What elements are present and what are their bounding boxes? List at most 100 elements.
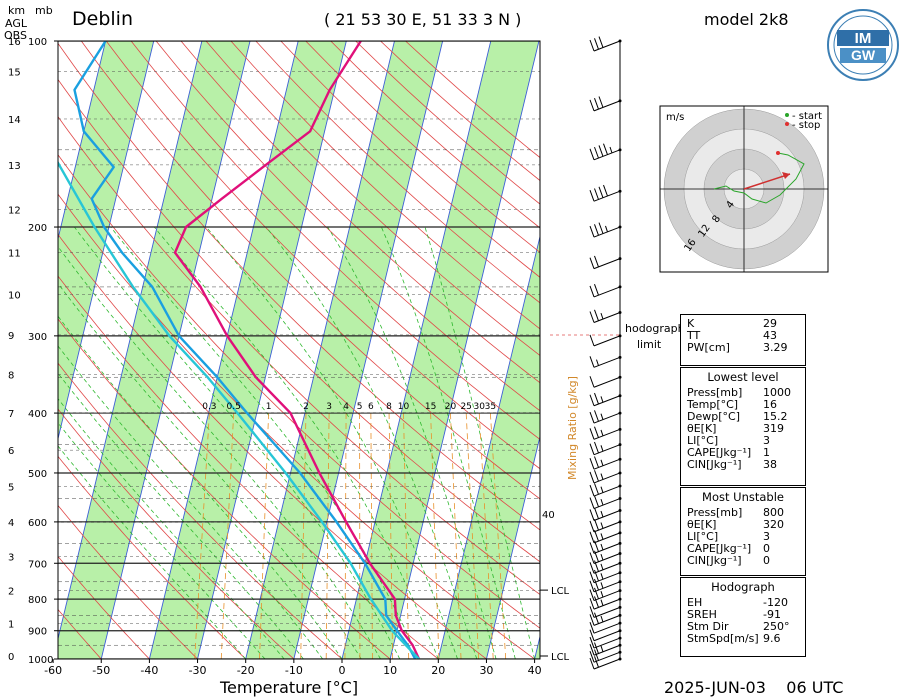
hodograph-index-value: -120 xyxy=(763,596,788,609)
wind-barb xyxy=(589,540,621,554)
mixing-ratio-label: 30 xyxy=(473,402,485,412)
wind-barb xyxy=(589,507,621,521)
wind-barb xyxy=(589,96,621,112)
temperature-tick-label: 0 xyxy=(339,664,346,677)
height-tick-label: 15 xyxy=(8,68,21,79)
height-tick-label: 10 xyxy=(8,290,21,301)
mixing-ratio-line xyxy=(465,413,480,659)
wind-barb xyxy=(589,649,621,663)
dry-adiabat xyxy=(80,41,540,500)
mixing-ratio-line xyxy=(259,413,270,659)
mixing-ratio-line xyxy=(478,413,494,659)
most-unstable-value: 320 xyxy=(763,518,784,531)
wind-barb xyxy=(589,587,621,602)
mixing-ratio-label: 0.3 xyxy=(202,402,216,412)
lcl-label: LCL xyxy=(551,586,570,597)
wind-barb xyxy=(589,656,621,670)
wind-barb xyxy=(589,222,621,238)
temperature-tick-label: 40 xyxy=(528,664,542,677)
pressure-tick-label: 100 xyxy=(28,37,47,48)
hodograph-index-row: StmSpd[m/s] 9.6 xyxy=(681,633,805,645)
wind-barb xyxy=(589,456,621,470)
wind-barb xyxy=(589,569,621,584)
mixing-ratio-line xyxy=(325,413,330,659)
dry-adiabat xyxy=(58,504,198,659)
mixing-ratio-label: 35 xyxy=(485,402,496,412)
mixing-ratio-line xyxy=(388,413,394,659)
moist-adiabat xyxy=(74,226,401,659)
hodograph-ring-label: 4 xyxy=(724,199,737,211)
wind-barb xyxy=(589,612,621,626)
valid-date: 2025-JUN-03 xyxy=(664,678,766,697)
mixing-ratio-line xyxy=(300,413,307,659)
station-title: Deblin xyxy=(72,8,133,30)
most-unstable-value: 3 xyxy=(763,530,770,543)
wind-barb xyxy=(589,184,621,202)
hodograph-index-value: 250° xyxy=(763,620,790,633)
mixing-ratio-label: 3 xyxy=(326,402,332,412)
temperature-tick-label: 20 xyxy=(431,664,445,677)
hodograph-stop-dot xyxy=(785,122,789,126)
most-unstable-key: θE[K] xyxy=(687,518,717,531)
mixing-ratio-line xyxy=(370,413,373,659)
isotherm xyxy=(197,41,347,659)
hodograph-index-key: SREH xyxy=(687,608,717,621)
dry-adiabat xyxy=(58,608,102,659)
hodograph-limit-label: limit xyxy=(637,338,662,351)
mixing-ratio-label: 4 xyxy=(343,402,349,412)
height-tick-label: 11 xyxy=(8,248,21,259)
most-unstable-key: CAPE[Jkg⁻¹] xyxy=(687,542,752,555)
svg-text:GW: GW xyxy=(851,47,876,63)
most-unstable-row: Press[mb] 800 xyxy=(681,507,805,519)
pressure-tick-label: 1000 xyxy=(28,655,53,666)
wind-barb xyxy=(589,596,621,610)
imgw-logo: IM GW xyxy=(827,9,899,81)
temperature-tick-label: -10 xyxy=(285,664,303,677)
most-unstable-title: Most Unstable xyxy=(702,490,784,504)
general-index-key: TT xyxy=(687,329,701,342)
height-tick-label: 2 xyxy=(8,587,14,598)
isotherm xyxy=(486,434,540,659)
wind-barb xyxy=(589,578,621,593)
temperature-tick-label: -30 xyxy=(189,664,207,677)
hodograph-index-value: -91 xyxy=(763,608,781,621)
wind-barb xyxy=(589,621,621,634)
temperature-tick-label: -20 xyxy=(237,664,255,677)
wind-barb xyxy=(589,529,621,544)
mixing-ratio-label: 20 xyxy=(445,402,457,412)
most-unstable-key: CIN[Jkg⁻¹] xyxy=(687,554,742,567)
hodograph-start-dot xyxy=(785,113,789,117)
wind-barb xyxy=(589,550,621,564)
sounding-line xyxy=(58,160,420,659)
dry-adiabat xyxy=(255,41,540,304)
mixing-ratio-line xyxy=(430,413,440,659)
hodograph-stop-point xyxy=(776,151,780,155)
most-unstable-panel: Most Unstable Press[mb] 800 θE[K] 320 LI[°C]… xyxy=(680,487,806,576)
wind-barb xyxy=(589,356,621,368)
lowest-level-row: Press[mb] 1000 xyxy=(681,387,805,399)
lowest-level-value: 16 xyxy=(763,398,777,411)
temperature-tick-label: -40 xyxy=(140,664,158,677)
lcl-label: LCL xyxy=(551,652,570,663)
svg-text:IM: IM xyxy=(855,30,872,47)
lowest-level-key: θE[K] xyxy=(687,422,717,435)
mixing-ratio-label: 25 xyxy=(460,402,471,412)
temperature-band xyxy=(58,41,251,659)
wind-barb xyxy=(589,495,621,510)
lowest-level-panel: Lowest level Press[mb] 1000 Temp[°C] 16 Dewp… xyxy=(680,367,806,486)
isotherm xyxy=(293,41,444,659)
wind-barb xyxy=(589,376,621,388)
pressure-tick-label: 400 xyxy=(28,409,47,420)
isotherm xyxy=(389,41,540,659)
mixing-ratio-line xyxy=(489,413,507,659)
moist-adiabat xyxy=(58,245,381,659)
temperature-axis-title: Temperature [°C] xyxy=(220,678,359,697)
side-value: 40 xyxy=(542,510,555,521)
hodograph-index-row: EH -120 xyxy=(681,597,805,609)
lowest-level-row: LI[°C] 3 xyxy=(681,435,805,447)
general-index-row: PW[cm] 3.29 xyxy=(681,342,805,354)
lowest-level-key: Temp[°C] xyxy=(687,398,739,411)
hodograph-trace xyxy=(713,152,805,204)
wind-barb xyxy=(589,519,621,533)
